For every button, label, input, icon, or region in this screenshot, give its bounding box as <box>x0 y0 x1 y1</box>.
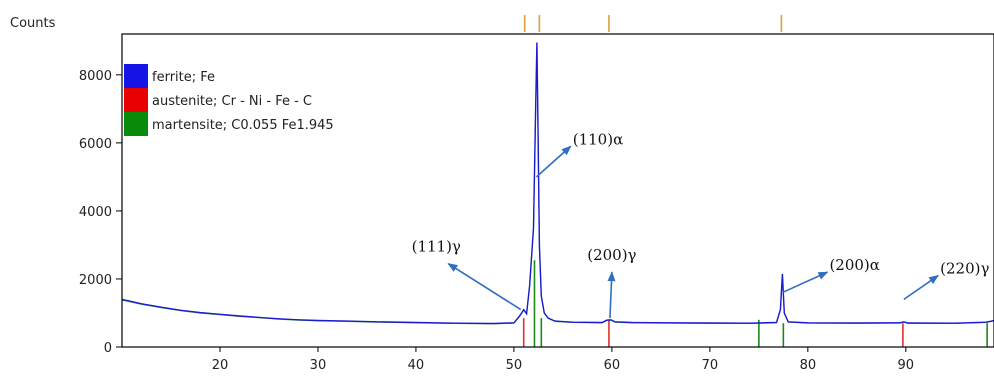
legend-swatch-austenite <box>124 88 148 112</box>
legend-label-austenite: austenite; Cr - Ni - Fe - C <box>152 94 312 109</box>
legend-label-martensite: martensite; C0.055 Fe1.945 <box>152 118 334 133</box>
annotation-arrow <box>535 145 572 178</box>
legend: ferrite; Fe austenite; Cr - Ni - Fe - C … <box>124 64 334 136</box>
y-tick-label: 8000 <box>79 69 112 84</box>
peak-annotations: (110)α (111)γ (200)γ (200)α (220)γ <box>412 130 989 319</box>
annotation-label: (200)α <box>829 256 879 274</box>
y-tick-label: 6000 <box>79 137 112 152</box>
annotation-arrow <box>607 271 616 319</box>
annotation-arrow <box>782 271 829 294</box>
annotation-arrow <box>903 274 939 301</box>
x-tick-label: 20 <box>212 358 229 373</box>
x-tick-label: 50 <box>506 358 523 373</box>
x-tick-label: 30 <box>310 358 327 373</box>
y-tick-label: 0 <box>104 341 112 356</box>
annotation-label: (111)γ <box>412 238 461 256</box>
y-axis-label: Counts <box>10 16 56 31</box>
reference-top-markers <box>523 15 783 32</box>
legend-swatch-martensite <box>124 112 148 136</box>
reference-pattern-lines <box>522 260 988 347</box>
ferrite-series-line <box>121 42 994 325</box>
series-layer <box>121 42 994 325</box>
y-axis-ticks: 0 2000 4000 6000 8000 <box>79 69 122 356</box>
annotation-label: (200)γ <box>587 246 636 264</box>
x-tick-label: 60 <box>604 358 621 373</box>
y-tick-label: 2000 <box>79 273 112 288</box>
legend-swatch-ferrite <box>124 64 148 88</box>
x-tick-label: 90 <box>898 358 915 373</box>
plot-frame <box>121 33 994 348</box>
annotation-label: (220)γ <box>940 260 989 278</box>
annotation-label: (110)α <box>573 130 623 148</box>
martensite-fit-line <box>121 47 994 325</box>
y-tick-label: 4000 <box>79 205 112 220</box>
annotation-arrow <box>447 262 522 311</box>
x-tick-label: 70 <box>702 358 719 373</box>
legend-label-ferrite: ferrite; Fe <box>152 70 215 85</box>
x-axis-ticks: 20 30 40 50 60 70 80 90 <box>212 347 914 373</box>
x-tick-label: 80 <box>800 358 817 373</box>
x-tick-label: 40 <box>408 358 425 373</box>
